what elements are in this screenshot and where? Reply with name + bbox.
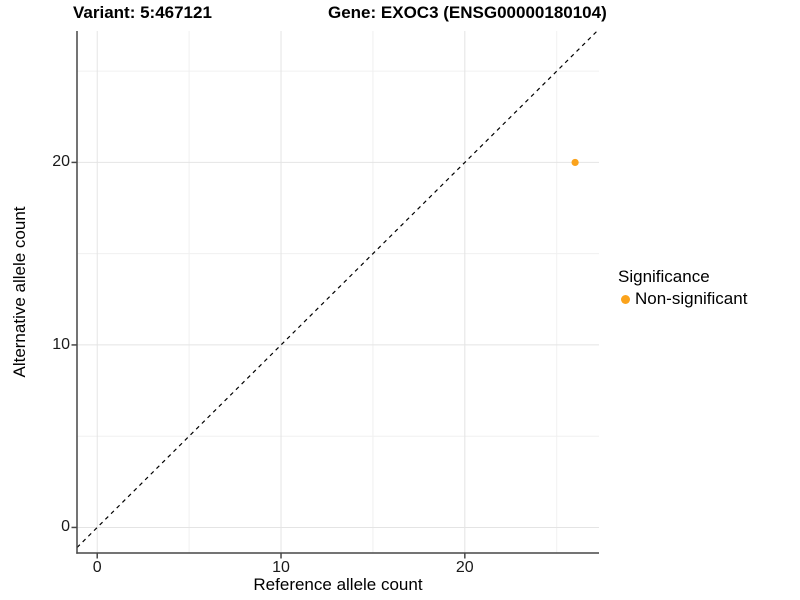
y-tick-label: 20 [52, 153, 70, 171]
plot-title-gene: Gene: EXOC3 (ENSG00000180104) [328, 3, 607, 22]
x-tick-label: 20 [455, 559, 474, 576]
plot-title-variant: Variant: 5:467121 [73, 3, 212, 22]
legend-item-non-significant: Non-significant [616, 289, 747, 309]
x-axis-title: Reference allele count [253, 575, 423, 594]
data-point [571, 158, 579, 167]
y-axis-title: Alternative allele count [10, 206, 29, 378]
legend-point-icon [621, 294, 630, 304]
x-tick-label: 0 [92, 559, 102, 576]
x-tick-label: 10 [272, 559, 290, 576]
legend-title: Significance [618, 267, 710, 286]
legend: Significance Non-significant [616, 267, 747, 309]
y-tick-label: 10 [52, 335, 70, 353]
legend-item-label: Non-significant [635, 289, 748, 308]
identity-dashed-line [76, 30, 598, 548]
y-tick-label: 0 [61, 518, 70, 536]
